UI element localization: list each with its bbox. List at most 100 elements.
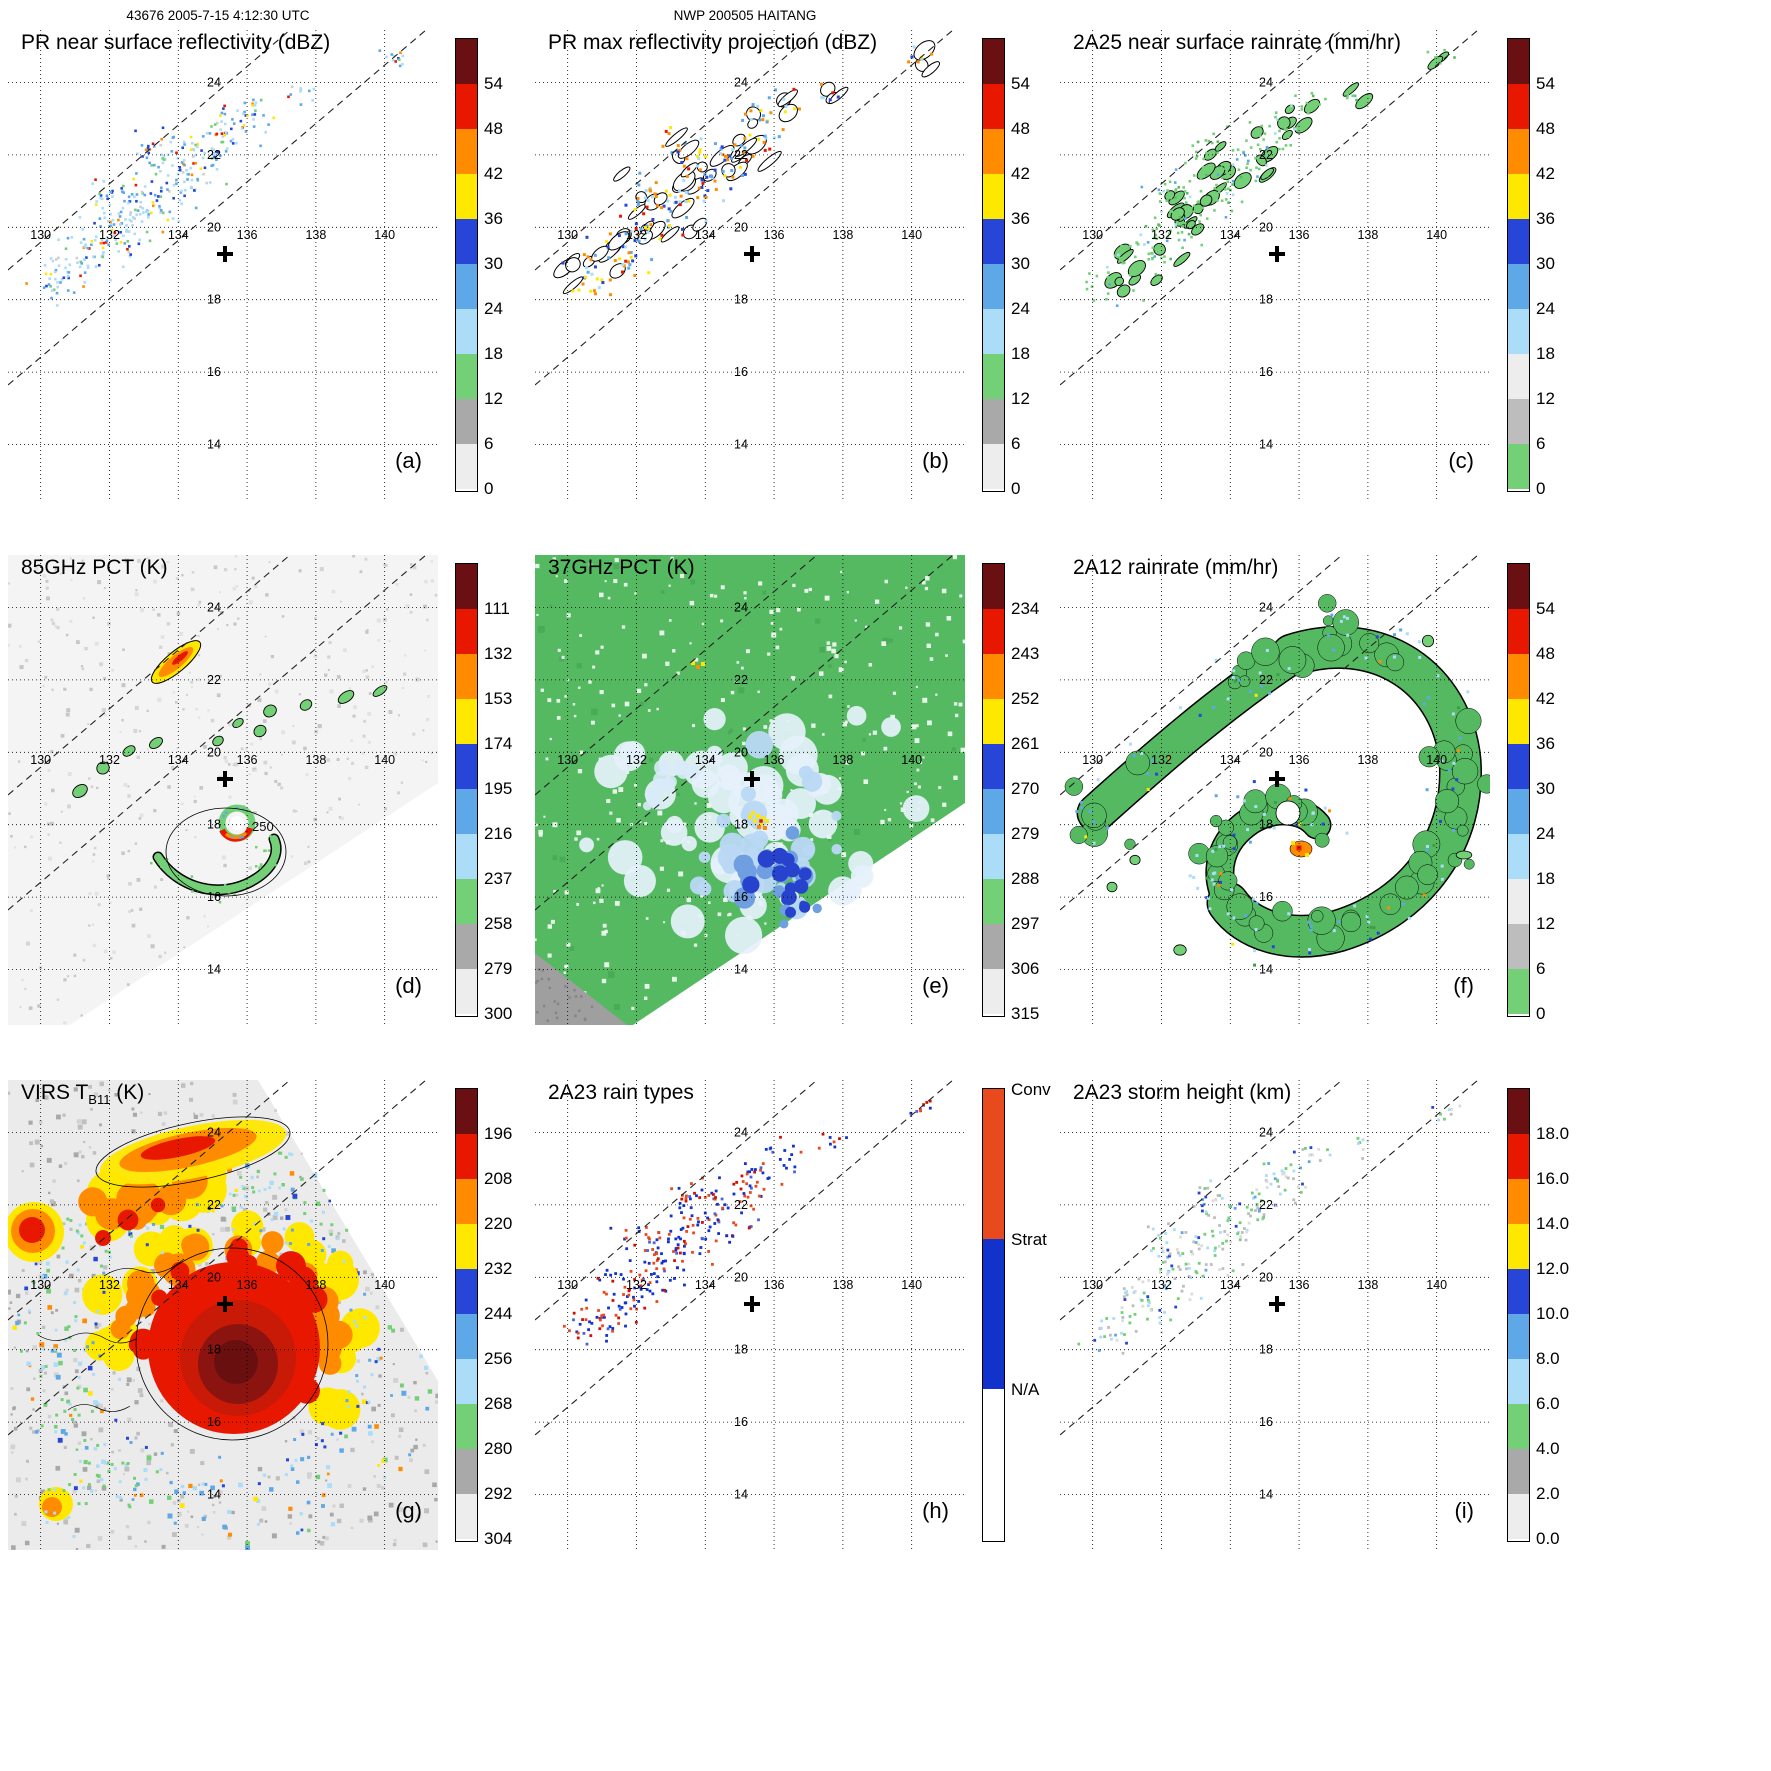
colorbar-segment <box>456 399 477 444</box>
colorbar-segment <box>1508 39 1529 84</box>
svg-text:14: 14 <box>207 437 221 451</box>
colorbar-bar <box>1507 1088 1530 1542</box>
colorbar-tick: 234 <box>1011 599 1040 618</box>
svg-text:16: 16 <box>734 1415 748 1429</box>
map-plot-e: 130 132 134 136 138 140 24 22 20 18 16 14 37GHz PCT… <box>535 555 965 1025</box>
feature-layer <box>25 49 405 307</box>
svg-text:16: 16 <box>1259 1415 1273 1429</box>
colorbar-tick: 0 <box>1536 1004 1546 1023</box>
colorbar-segment <box>983 444 1004 489</box>
map-f: 130 132 134 136 138 140 24 22 20 18 16 14 <box>1060 555 1490 1025</box>
colorbar-segment <box>456 789 477 834</box>
swath-boundary-lines <box>535 555 954 911</box>
svg-text:22: 22 <box>1259 148 1273 162</box>
svg-text:18: 18 <box>1259 818 1273 832</box>
colorbar-tick: 2.0 <box>1536 1484 1560 1503</box>
svg-text:132: 132 <box>626 228 647 242</box>
colorbar-tick: 24 <box>1536 824 1555 843</box>
svg-text:134: 134 <box>168 228 189 242</box>
colorbar-tick: 30 <box>1536 779 1555 798</box>
svg-text:22: 22 <box>1259 1198 1273 1212</box>
colorbar-tick: 24 <box>1011 299 1030 318</box>
colorbar-tick: 42 <box>484 164 503 183</box>
colorbar-tick: 237 <box>484 869 513 888</box>
svg-text:138: 138 <box>832 1278 853 1292</box>
colorbar-segment <box>983 309 1004 354</box>
panel-c: 130 132 134 136 138 140 24 22 20 18 16 14 2A25 near… <box>1060 30 1590 565</box>
colorbar-tick: 208 <box>484 1169 513 1188</box>
svg-text:130: 130 <box>1082 753 1103 767</box>
colorbar-tick: 4.0 <box>1536 1439 1560 1458</box>
svg-text:132: 132 <box>626 1278 647 1292</box>
feature-layer <box>1064 594 1490 967</box>
colorbar-tick: 243 <box>1011 644 1040 663</box>
svg-text:136: 136 <box>764 1278 785 1292</box>
colorbar-segment <box>983 924 1004 969</box>
colorbar-tick: 6 <box>484 434 494 453</box>
colorbar-segment <box>456 1404 477 1449</box>
svg-text:20: 20 <box>1259 745 1273 759</box>
colorbar-segment <box>456 1224 477 1269</box>
svg-text:140: 140 <box>901 1278 922 1292</box>
axis-tick-labels: 130 132 134 136 138 140 24 22 20 18 16 14 <box>30 1125 395 1501</box>
axis-tick-labels: 130 132 134 136 138 140 24 22 20 18 16 14 <box>557 600 922 976</box>
colorbar-tick: Strat <box>1011 1230 1047 1249</box>
colorbar-tick: 12 <box>1536 389 1555 408</box>
colorbar-tick: 30 <box>484 254 503 273</box>
svg-text:140: 140 <box>901 753 922 767</box>
map-plot-c: 130 132 134 136 138 140 24 22 20 18 16 14 2A25 near… <box>1060 30 1490 500</box>
colorbar-tick: Conv <box>1011 1080 1051 1099</box>
storm-center-marker <box>1269 246 1285 262</box>
svg-text:136: 136 <box>1289 1278 1310 1292</box>
svg-text:130: 130 <box>557 228 578 242</box>
svg-text:130: 130 <box>557 1278 578 1292</box>
svg-text:134: 134 <box>695 228 716 242</box>
svg-text:132: 132 <box>626 753 647 767</box>
colorbar-tick: 297 <box>1011 914 1040 933</box>
colorbar-segment <box>983 699 1004 744</box>
svg-text:20: 20 <box>207 1270 221 1284</box>
colorbar-segment <box>983 84 1004 129</box>
svg-text:24: 24 <box>734 600 748 614</box>
panel-title-h: 2A23 rain types <box>548 1081 694 1104</box>
colorbar-tick: 256 <box>484 1349 513 1368</box>
colorbar-tick: 8.0 <box>1536 1349 1560 1368</box>
colorbar-tick: 6.0 <box>1536 1394 1560 1413</box>
svg-text:14: 14 <box>207 962 221 976</box>
axis-tick-labels: 130 132 134 136 138 140 24 22 20 18 16 14 <box>30 75 395 451</box>
colorbar-tick: 268 <box>484 1394 513 1413</box>
colorbar-segment <box>456 39 477 84</box>
colorbar-tick: 306 <box>1011 959 1040 978</box>
colorbar-tick: 315 <box>1011 1004 1040 1023</box>
panel-title-i: 2A23 storm height (km) <box>1073 1081 1292 1104</box>
map-layers: 130 132 134 136 138 140 24 22 20 18 16 14 <box>8 30 438 500</box>
colorbar-tick: 0 <box>1536 479 1546 498</box>
svg-text:136: 136 <box>764 228 785 242</box>
svg-text:16: 16 <box>734 365 748 379</box>
colorbar-segment <box>983 564 1004 609</box>
svg-text:16: 16 <box>734 890 748 904</box>
svg-text:134: 134 <box>695 1278 716 1292</box>
svg-text:136: 136 <box>237 753 258 767</box>
svg-text:16: 16 <box>1259 365 1273 379</box>
colorbar-tick: 288 <box>1011 869 1040 888</box>
colorbar-segment <box>1508 1134 1529 1179</box>
graticule-grid <box>535 1080 965 1550</box>
colorbar-tick: 279 <box>1011 824 1040 843</box>
colorbar-tick: 36 <box>484 209 503 228</box>
svg-text:18: 18 <box>207 818 221 832</box>
colorbar-tick: 6 <box>1011 434 1021 453</box>
colorbar-tick: 304 <box>484 1529 513 1548</box>
swath-boundary-lines <box>1060 30 1479 386</box>
colorbar-segment <box>456 444 477 489</box>
map-plot-f: 130 132 134 136 138 140 24 22 20 18 16 14 2A12 rain… <box>1060 555 1490 1025</box>
map-i: 130 132 134 136 138 140 24 22 20 18 16 14 <box>1060 1080 1490 1550</box>
colorbar-tick: 12 <box>1011 389 1030 408</box>
svg-text:14: 14 <box>1259 1487 1273 1501</box>
colorbar-tick: 36 <box>1536 209 1555 228</box>
svg-text:132: 132 <box>1151 1278 1172 1292</box>
map-layers: 130 132 134 136 138 140 24 22 20 18 16 14 <box>1060 30 1490 500</box>
svg-text:134: 134 <box>1220 1278 1241 1292</box>
svg-text:24: 24 <box>207 75 221 89</box>
svg-text:136: 136 <box>237 228 258 242</box>
